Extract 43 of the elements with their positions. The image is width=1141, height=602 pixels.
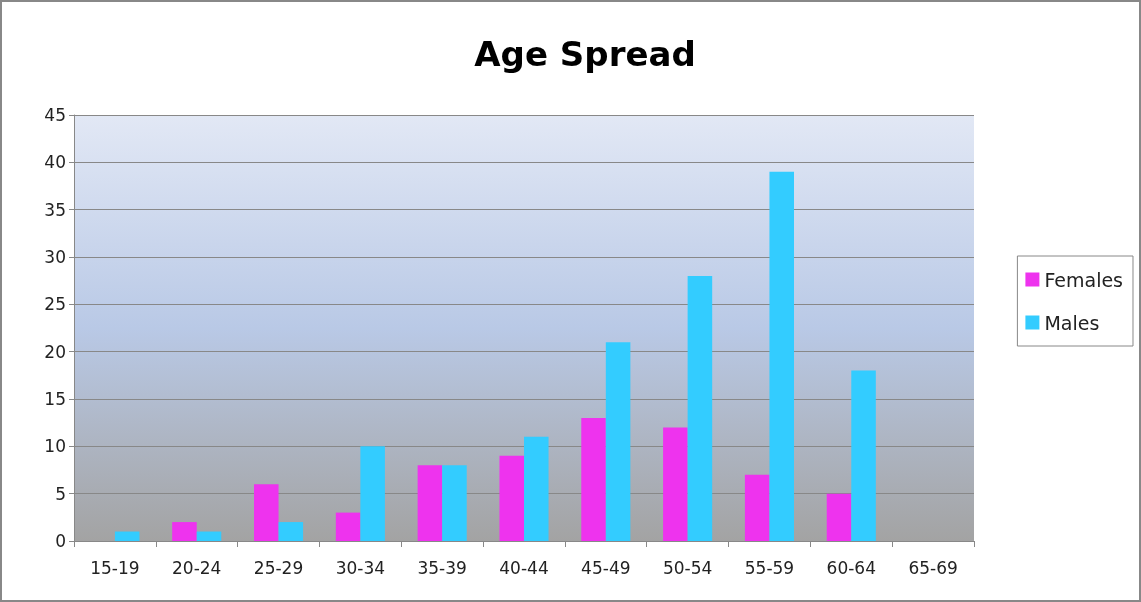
bar: [254, 484, 279, 541]
x-tick-label: 55-59: [744, 557, 795, 578]
bar: [114, 531, 140, 541]
x-tick-label: 50-54: [662, 557, 713, 578]
x-tick-label: 65-69: [908, 557, 958, 578]
legend-label: Males: [1044, 311, 1100, 334]
y-tick-label: 15: [44, 389, 66, 409]
x-tick-label: 60-64: [826, 557, 876, 578]
x-tick-label: 20-24: [172, 557, 222, 578]
bar: [605, 342, 631, 541]
x-tick-label: 40-44: [499, 557, 549, 578]
bar: [769, 171, 794, 541]
bar: [524, 436, 549, 541]
bar: [360, 446, 385, 541]
bar: [196, 531, 222, 541]
bar: [278, 522, 304, 541]
bar: [663, 427, 688, 541]
y-tick-label: 30: [44, 247, 66, 267]
bar: [417, 465, 443, 541]
bar: [442, 465, 467, 541]
x-tick-label: 30-34: [335, 557, 386, 578]
bar: [744, 474, 770, 541]
y-tick-label: 40: [44, 152, 66, 173]
y-tick-label: 10: [44, 436, 66, 457]
y-tick-label: 45: [44, 105, 66, 125]
bar: [851, 370, 876, 541]
bar: [826, 493, 852, 541]
x-tick-label: 25-29: [253, 557, 304, 578]
y-tick-label: 0: [55, 531, 66, 551]
x-tick-label: 45-49: [581, 557, 631, 578]
bar: [335, 512, 361, 541]
x-tick-label: 35-39: [417, 557, 467, 578]
bar: [172, 522, 197, 541]
x-tick-label: 15-19: [90, 557, 140, 578]
legend-label: Females: [1044, 268, 1124, 291]
y-tick-label: 20: [44, 341, 66, 362]
y-tick-label: 25: [44, 294, 66, 315]
y-tick-label: 5: [55, 483, 66, 504]
chart-title: Age Spread: [474, 34, 696, 74]
bar: [499, 455, 524, 541]
bar: [581, 417, 606, 541]
bar: [687, 275, 713, 541]
y-tick-label: 35: [44, 199, 66, 220]
